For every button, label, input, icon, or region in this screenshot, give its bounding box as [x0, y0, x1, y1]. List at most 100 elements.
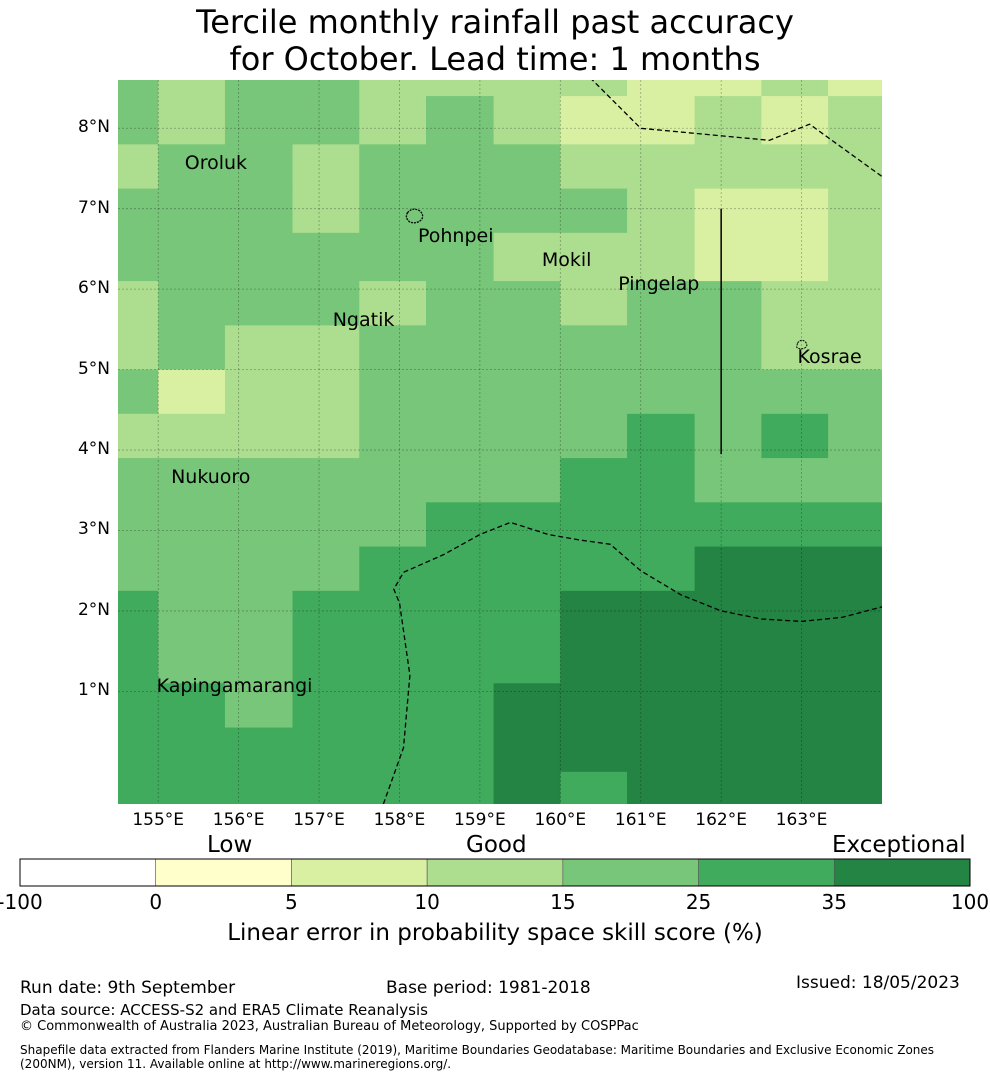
grid-cell	[627, 590, 696, 636]
grid-cell	[426, 325, 495, 371]
lat-label: 7°N	[77, 197, 110, 218]
grid-cell	[158, 369, 226, 415]
colorbar-swatch	[562, 858, 699, 887]
grid-cell	[118, 325, 159, 371]
eez-boundary-line	[382, 521, 882, 804]
grid-cell	[292, 281, 360, 326]
grid-cell	[426, 727, 495, 773]
grid-cell	[292, 325, 360, 371]
grid-cell	[292, 727, 360, 773]
grid-cell	[694, 502, 762, 548]
grid-cell	[292, 502, 360, 548]
grid-cell	[493, 413, 561, 459]
grid-cell	[694, 144, 762, 190]
place-label: Nukuoro	[171, 466, 251, 489]
grid-cell	[761, 325, 829, 371]
grid-cell	[560, 369, 628, 415]
grid-cell	[761, 683, 829, 729]
grid-cell	[493, 80, 561, 97]
grid-cell	[359, 80, 427, 97]
grid-cell	[426, 413, 495, 459]
grid-cell	[493, 325, 561, 371]
eez-boundary-line	[591, 80, 882, 178]
colorbar-tick-label: 15	[550, 890, 576, 914]
shapefile-credit-1: Shapefile data extracted from Flanders M…	[20, 1043, 935, 1057]
grid-cell	[828, 281, 882, 326]
grid-cell	[426, 188, 495, 234]
grid-cell	[828, 413, 882, 459]
island-outlines	[405, 208, 808, 350]
colorbar-swatch	[19, 858, 157, 887]
grid-cell	[694, 188, 762, 234]
legend-category-good: Good	[466, 832, 527, 858]
place-label: Mokil	[541, 249, 592, 271]
grid-cell	[694, 80, 762, 97]
colorbar-swatch	[291, 858, 428, 887]
grid-cell	[694, 458, 762, 503]
lon-label: 155°E	[132, 810, 185, 830]
grid-cell	[828, 80, 882, 97]
grid-cell	[118, 413, 159, 459]
grid-cell	[359, 188, 427, 234]
grid-cell	[761, 144, 829, 190]
grid-cell	[761, 104, 829, 145]
grid-cell	[158, 96, 226, 105]
grid-cell	[560, 458, 628, 503]
grid-cell	[426, 232, 495, 282]
lon-label: 161°E	[614, 810, 667, 830]
lon-label: 162°E	[695, 810, 747, 830]
colorbar-tick-label: 5	[285, 890, 298, 914]
colorbar-swatch	[426, 858, 564, 887]
grid-cell	[560, 502, 628, 548]
place-label: Oroluk	[184, 152, 248, 175]
grid-cell	[224, 771, 294, 804]
lon-label: 157°E	[293, 810, 345, 830]
grid-cell	[560, 771, 628, 804]
grid-cell	[359, 590, 427, 636]
colorbar-tick-label: 25	[685, 890, 712, 914]
place-label: Kapingamarangi	[156, 675, 313, 698]
grid-cell	[627, 635, 696, 684]
map-gridlines	[118, 80, 882, 804]
grid-cell	[292, 188, 360, 234]
grid-cell	[828, 635, 882, 684]
grid-cell	[158, 281, 226, 326]
grid-cell	[560, 80, 628, 97]
grid-cell	[627, 104, 696, 145]
grid-cell	[224, 96, 294, 105]
grid-cell	[359, 458, 427, 503]
grid-cell	[359, 683, 427, 729]
grid-cell	[158, 546, 226, 592]
place-label: Pingelap	[618, 273, 700, 296]
grid-cell	[761, 96, 829, 105]
lat-label: 5°N	[77, 358, 110, 379]
grid-cell	[292, 590, 360, 636]
grid-cell	[493, 590, 561, 636]
lat-label: 6°N	[77, 278, 110, 299]
grid-cell	[761, 771, 829, 804]
grid-cell	[493, 546, 561, 592]
grid-cell	[694, 727, 762, 773]
grid-cell	[359, 727, 427, 773]
grid-cell	[158, 590, 226, 636]
grid-cell	[493, 232, 561, 282]
grid-cell	[761, 369, 829, 415]
grid-cell	[694, 96, 762, 105]
grid-cell	[118, 683, 159, 729]
grid-cell	[426, 96, 495, 105]
grid-cell	[118, 144, 159, 190]
grid-cell	[828, 104, 882, 145]
grid-cell	[292, 413, 360, 459]
grid-cell	[158, 771, 226, 804]
grid-cell	[493, 727, 561, 773]
colorbar-tick-label: 100	[950, 890, 990, 914]
grid-cell	[359, 413, 427, 459]
grid-cell	[292, 80, 360, 97]
grid-cell	[493, 188, 561, 234]
grid-cell	[828, 458, 882, 503]
lon-label: 159°E	[454, 810, 506, 830]
lon-label: 156°E	[212, 810, 265, 830]
colorbar-swatch	[833, 858, 971, 887]
grid-cell	[359, 502, 427, 548]
grid-cell	[426, 590, 495, 636]
